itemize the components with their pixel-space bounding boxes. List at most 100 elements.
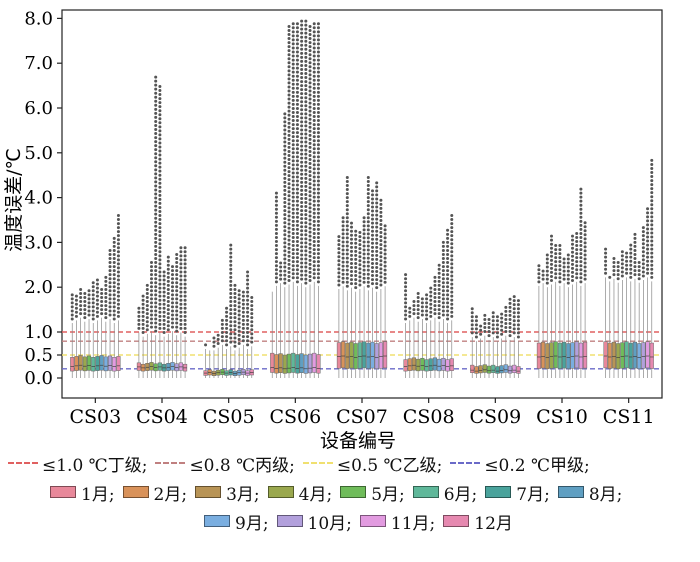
outlier-point [225,310,229,314]
outlier-point [575,268,579,272]
outlier-point [295,123,299,127]
outlier-point [441,313,445,317]
outlier-point [366,248,370,252]
outlier-point [141,298,145,302]
outlier-point [633,273,637,277]
outlier-point [446,293,450,297]
month-box [495,366,500,374]
outlier-point [300,108,304,112]
outlier-point [295,231,299,235]
outlier-point [312,268,316,272]
outlier-point [379,198,383,202]
outlier-point [87,301,91,305]
month-box [557,342,562,369]
outlier-point [437,279,441,283]
outlier-point [312,62,316,66]
outlier-point [116,218,120,222]
outlier-point [237,297,241,301]
outlier-point [154,297,158,301]
x-tick-label: CS06 [269,406,321,428]
outlier-point [237,317,241,321]
outlier-point [250,316,254,320]
month-box [628,342,633,369]
outlier-point [304,124,308,128]
outlier-point [308,178,312,182]
legend-threshold-item: ≤0.2 ℃甲级; [450,451,590,476]
outlier-point [154,91,158,95]
outlier-point [291,30,295,34]
outlier-point [229,332,233,336]
outlier-point [450,302,454,306]
outlier-point [237,329,241,333]
outlier-point [404,317,408,321]
outlier-point [171,301,174,305]
outlier-point [650,166,654,170]
outlier-point [225,335,229,339]
outlier-point [108,289,112,293]
outlier-point [650,247,654,251]
outlier-point [237,293,241,297]
outlier-point [316,106,320,110]
outlier-point [550,250,553,254]
outlier-point [341,280,345,284]
outlier-point [345,268,349,272]
outlier-point [637,265,641,269]
outlier-point [171,285,174,289]
outlier-point [308,117,312,121]
outlier-point [575,276,579,280]
outlier-point [154,277,158,281]
outlier-point [229,324,233,328]
outlier-point [312,123,316,127]
outlier-point [358,235,362,239]
outlier-point [316,110,320,114]
outlier-point [158,84,162,88]
month-box [295,354,300,374]
legend-line-swatch [302,462,333,464]
outlier-point [345,252,349,256]
outlier-point [295,30,299,34]
month-box [82,356,87,372]
outlier-point [537,280,541,284]
outlier-point [229,316,233,320]
outlier-point [291,54,295,58]
outlier-point [316,86,320,90]
outlier-point [304,257,308,261]
month-box [78,355,83,371]
outlier-point [316,38,320,42]
outlier-point [308,278,312,282]
outlier-point [312,227,316,231]
x-tick-label: CS11 [603,406,655,428]
outlier-point [383,272,387,276]
outlier-point [154,220,158,224]
outlier-point [74,310,78,314]
outlier-point [112,273,116,277]
outlier-point [283,132,287,136]
outlier-point [646,243,650,247]
outlier-point [175,297,179,301]
outlier-point [379,259,383,263]
outlier-point [308,133,312,137]
outlier-point [300,76,304,80]
outlier-point [287,210,291,214]
outlier-point [650,239,654,243]
outlier-point [566,273,570,277]
outlier-point [404,301,408,305]
outlier-point [291,38,295,42]
outlier-point [575,231,579,235]
legend-color-swatch [443,515,470,527]
outlier-point [637,269,641,273]
outlier-point [350,225,353,229]
outlier-point [295,211,299,215]
outlier-point [287,190,291,194]
outlier-point [579,240,583,244]
outlier-point [274,264,278,268]
outlier-point [437,275,441,279]
outlier-point [429,290,433,294]
outlier-point [87,313,91,317]
outlier-point [287,41,291,45]
outlier-point [341,256,345,260]
outlier-point [604,247,608,251]
outlier-point [558,272,562,276]
outlier-point [158,294,162,298]
legend-month-item: 2月; [122,480,187,505]
